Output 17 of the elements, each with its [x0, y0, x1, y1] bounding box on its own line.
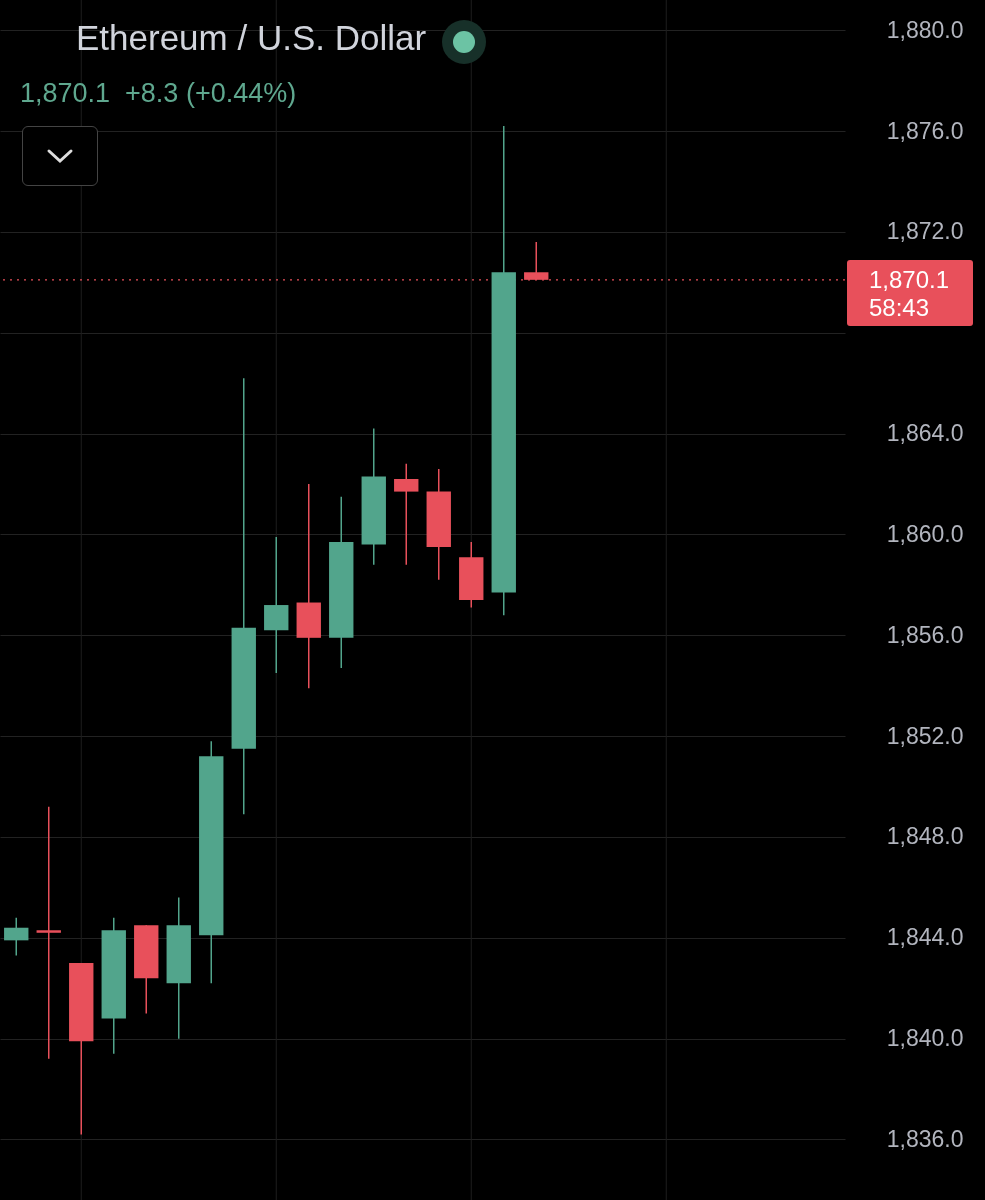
candlestick [36, 805, 61, 1060]
y-tick-label: 1,840.0 [886, 1025, 964, 1052]
candlestick [394, 463, 419, 566]
text: 58:43 [869, 293, 931, 322]
y-tick-label: 1,872.0 [886, 218, 964, 245]
y-tick-label: 1,848.0 [886, 823, 964, 850]
y-tick-label: 1,876.0 [886, 117, 964, 144]
ref-line-label: 1,870.1 [869, 265, 951, 294]
y-tick-label: 1,864.0 [886, 420, 964, 447]
text: Ethereum / U.S. Dollar [76, 18, 427, 58]
y-tick-label: 1,852.0 [886, 722, 964, 749]
y-tick-label: 1,856.0 [886, 621, 964, 648]
y-tick-label: 1,860.0 [886, 520, 964, 547]
y-tick-label: 1,844.0 [886, 924, 964, 951]
y-tick-label: 1,836.0 [886, 1126, 964, 1152]
y-tick-label: 1,880.0 [886, 16, 964, 43]
text: 1,870.1 +8.3 (+0.44%) [20, 78, 297, 109]
